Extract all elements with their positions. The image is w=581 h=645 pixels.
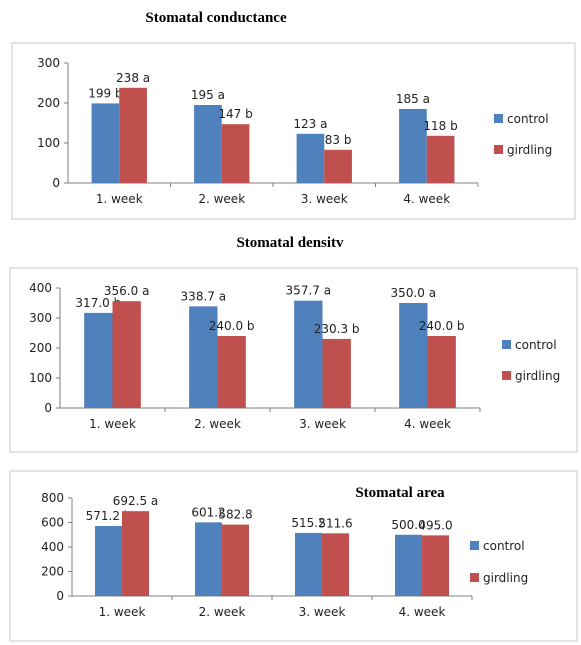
y-tick-label: 300 bbox=[29, 311, 52, 325]
y-tick-label: 100 bbox=[37, 136, 60, 150]
legend-swatch-girdling bbox=[470, 573, 479, 582]
bar-control bbox=[95, 526, 122, 596]
x-tick-label: 2. week bbox=[198, 192, 245, 206]
chart-3: Stomatal area 0 200 400 600 800 1. week 571.2 b… bbox=[9, 470, 578, 642]
legend-label-girdling: girdling bbox=[507, 143, 552, 157]
data-label: 199 b bbox=[88, 86, 122, 100]
chart-1: Stomatal conductance 0 100 200 300 1. week 199… bbox=[11, 10, 576, 220]
legend-swatch-girdling bbox=[502, 371, 511, 380]
data-label: 195 a bbox=[191, 88, 225, 102]
y-tick-label: 200 bbox=[41, 565, 64, 579]
bar-control bbox=[295, 532, 322, 596]
data-label: 515.2 bbox=[291, 516, 325, 530]
data-label: 123 a bbox=[293, 117, 327, 131]
y-tick-label: 200 bbox=[29, 341, 52, 355]
data-label: 582.8 bbox=[218, 508, 252, 522]
bar-girdling bbox=[322, 533, 349, 596]
x-tick-label: 1. week bbox=[96, 192, 143, 206]
x-tick-label: 3. week bbox=[299, 605, 346, 619]
x-tick-label: 3. week bbox=[299, 417, 346, 431]
bar-control bbox=[399, 109, 427, 183]
data-label: 356.0 a bbox=[104, 284, 150, 298]
y-tick-label: 0 bbox=[44, 401, 52, 415]
y-tick-label: 800 bbox=[41, 491, 64, 505]
y-tick-label: 400 bbox=[29, 281, 52, 295]
legend-swatch-control bbox=[470, 541, 479, 550]
legend-label-control: control bbox=[515, 338, 557, 352]
bar-girdling bbox=[112, 301, 141, 408]
bar-control bbox=[399, 303, 428, 408]
data-label: 601.2 bbox=[191, 505, 225, 519]
bar-girdling bbox=[322, 338, 351, 408]
data-label: 350.0 a bbox=[391, 286, 437, 300]
data-label: 692.5 a bbox=[113, 494, 159, 508]
x-tick-label: 1. week bbox=[99, 605, 146, 619]
legend-label-girdling: girdling bbox=[515, 369, 560, 383]
legend-label-girdling: girdling bbox=[483, 571, 528, 585]
y-tick-label: 300 bbox=[37, 56, 60, 70]
data-label: 495.0 bbox=[418, 518, 452, 532]
bar-control bbox=[395, 534, 422, 596]
x-tick-label: 4. week bbox=[399, 605, 446, 619]
y-tick-label: 0 bbox=[56, 589, 64, 603]
y-tick-label: 400 bbox=[41, 540, 64, 554]
bar-control bbox=[84, 312, 113, 408]
bar-control bbox=[91, 103, 120, 183]
data-label: 238 a bbox=[116, 71, 150, 85]
data-label: 147 b bbox=[218, 107, 252, 121]
bar-control bbox=[194, 105, 222, 183]
x-tick-label: 4. week bbox=[403, 192, 450, 206]
bar-control bbox=[296, 133, 325, 183]
data-label: 240.0 b bbox=[209, 319, 255, 333]
data-label: 511.6 bbox=[318, 516, 352, 530]
legend-label-control: control bbox=[483, 539, 525, 553]
data-label: 500.0 bbox=[391, 518, 425, 532]
legend-swatch-control bbox=[502, 340, 511, 349]
x-tick-label: 3. week bbox=[301, 192, 348, 206]
y-tick-label: 100 bbox=[29, 371, 52, 385]
data-label: 571.2 b bbox=[86, 509, 132, 523]
bar-girdling bbox=[427, 336, 456, 408]
data-label: 185 a bbox=[396, 92, 430, 106]
legend-swatch-girdling bbox=[494, 145, 503, 154]
chart-title: Stomatal area bbox=[355, 485, 445, 501]
data-label: 357.7 a bbox=[286, 284, 332, 298]
y-tick-label: 200 bbox=[37, 96, 60, 110]
bar-girdling bbox=[324, 149, 352, 183]
chart-title: Stomatal conductance bbox=[145, 10, 287, 26]
legend-label-control: control bbox=[507, 112, 549, 126]
y-tick-label: 600 bbox=[41, 516, 64, 530]
x-tick-label: 1. week bbox=[89, 417, 136, 431]
bar-girdling bbox=[221, 124, 250, 183]
data-label: 240.0 b bbox=[419, 319, 465, 333]
bar-control bbox=[294, 300, 323, 408]
bar-control bbox=[189, 306, 218, 408]
x-tick-label: 4. week bbox=[404, 417, 451, 431]
chart-title: Stomatal densitv bbox=[236, 235, 344, 251]
y-tick-label: 0 bbox=[52, 176, 60, 190]
bar-girdling bbox=[222, 524, 249, 596]
data-label: 338.7 a bbox=[181, 289, 227, 303]
legend-swatch-control bbox=[494, 114, 503, 123]
data-label: 118 b bbox=[423, 119, 457, 133]
bar-girdling bbox=[119, 87, 147, 183]
x-tick-label: 2. week bbox=[199, 605, 246, 619]
chart-2: Stomatal densitv 0 100 200 300 400 1. week 317.… bbox=[9, 235, 578, 453]
bar-girdling bbox=[422, 535, 449, 596]
bar-girdling bbox=[217, 336, 246, 408]
bar-girdling bbox=[426, 135, 455, 183]
data-label: 83 b bbox=[325, 133, 352, 147]
data-label: 230.3 b bbox=[314, 322, 360, 336]
bar-girdling bbox=[122, 511, 149, 596]
bar-control bbox=[195, 522, 222, 596]
data-label: 317.0 b bbox=[75, 296, 121, 310]
x-tick-label: 2. week bbox=[194, 417, 241, 431]
